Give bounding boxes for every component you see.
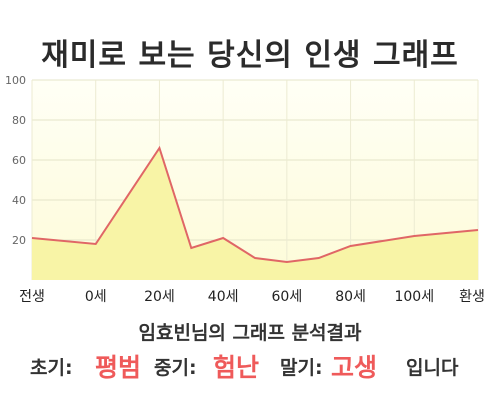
- x-tick-label: 80세: [335, 289, 366, 305]
- y-tick-label: 80: [12, 114, 26, 127]
- analysis-result: 초기: 평범 중기: 험난 말기: 고생 입니다: [0, 348, 500, 382]
- y-tick-label: 60: [12, 154, 26, 167]
- x-tick-label: 100세: [394, 289, 434, 305]
- y-axis: 20 40 60 80 100: [5, 74, 26, 247]
- x-tick-label: 20세: [144, 289, 175, 305]
- x-axis: 전생 0세 20세 40세 60세 80세 100세 환생: [19, 289, 485, 305]
- y-tick-label: 20: [12, 234, 26, 247]
- x-tick-label: 환생: [459, 289, 485, 305]
- middle-label: 중기:: [154, 357, 197, 379]
- area-fill: [32, 148, 478, 280]
- x-tick-label: 0세: [85, 289, 107, 305]
- x-tick-label: 전생: [19, 289, 45, 305]
- analysis-subtitle: 임효빈님의 그래프 분석결과: [138, 322, 362, 344]
- y-tick-label: 40: [12, 194, 26, 207]
- early-label: 초기:: [30, 357, 73, 379]
- page-title: 재미로 보는 당신의 인생 그래프: [41, 38, 459, 73]
- x-tick-label: 60세: [272, 289, 303, 305]
- late-value: 고생: [331, 353, 378, 382]
- series-line: [31, 145, 479, 264]
- suffix-text: 입니다: [406, 357, 459, 379]
- x-tick-label: 40세: [208, 289, 239, 305]
- late-label: 말기:: [280, 357, 323, 379]
- y-tick-label: 100: [5, 74, 26, 87]
- early-value: 평범: [95, 353, 142, 382]
- middle-value: 험난: [213, 353, 260, 382]
